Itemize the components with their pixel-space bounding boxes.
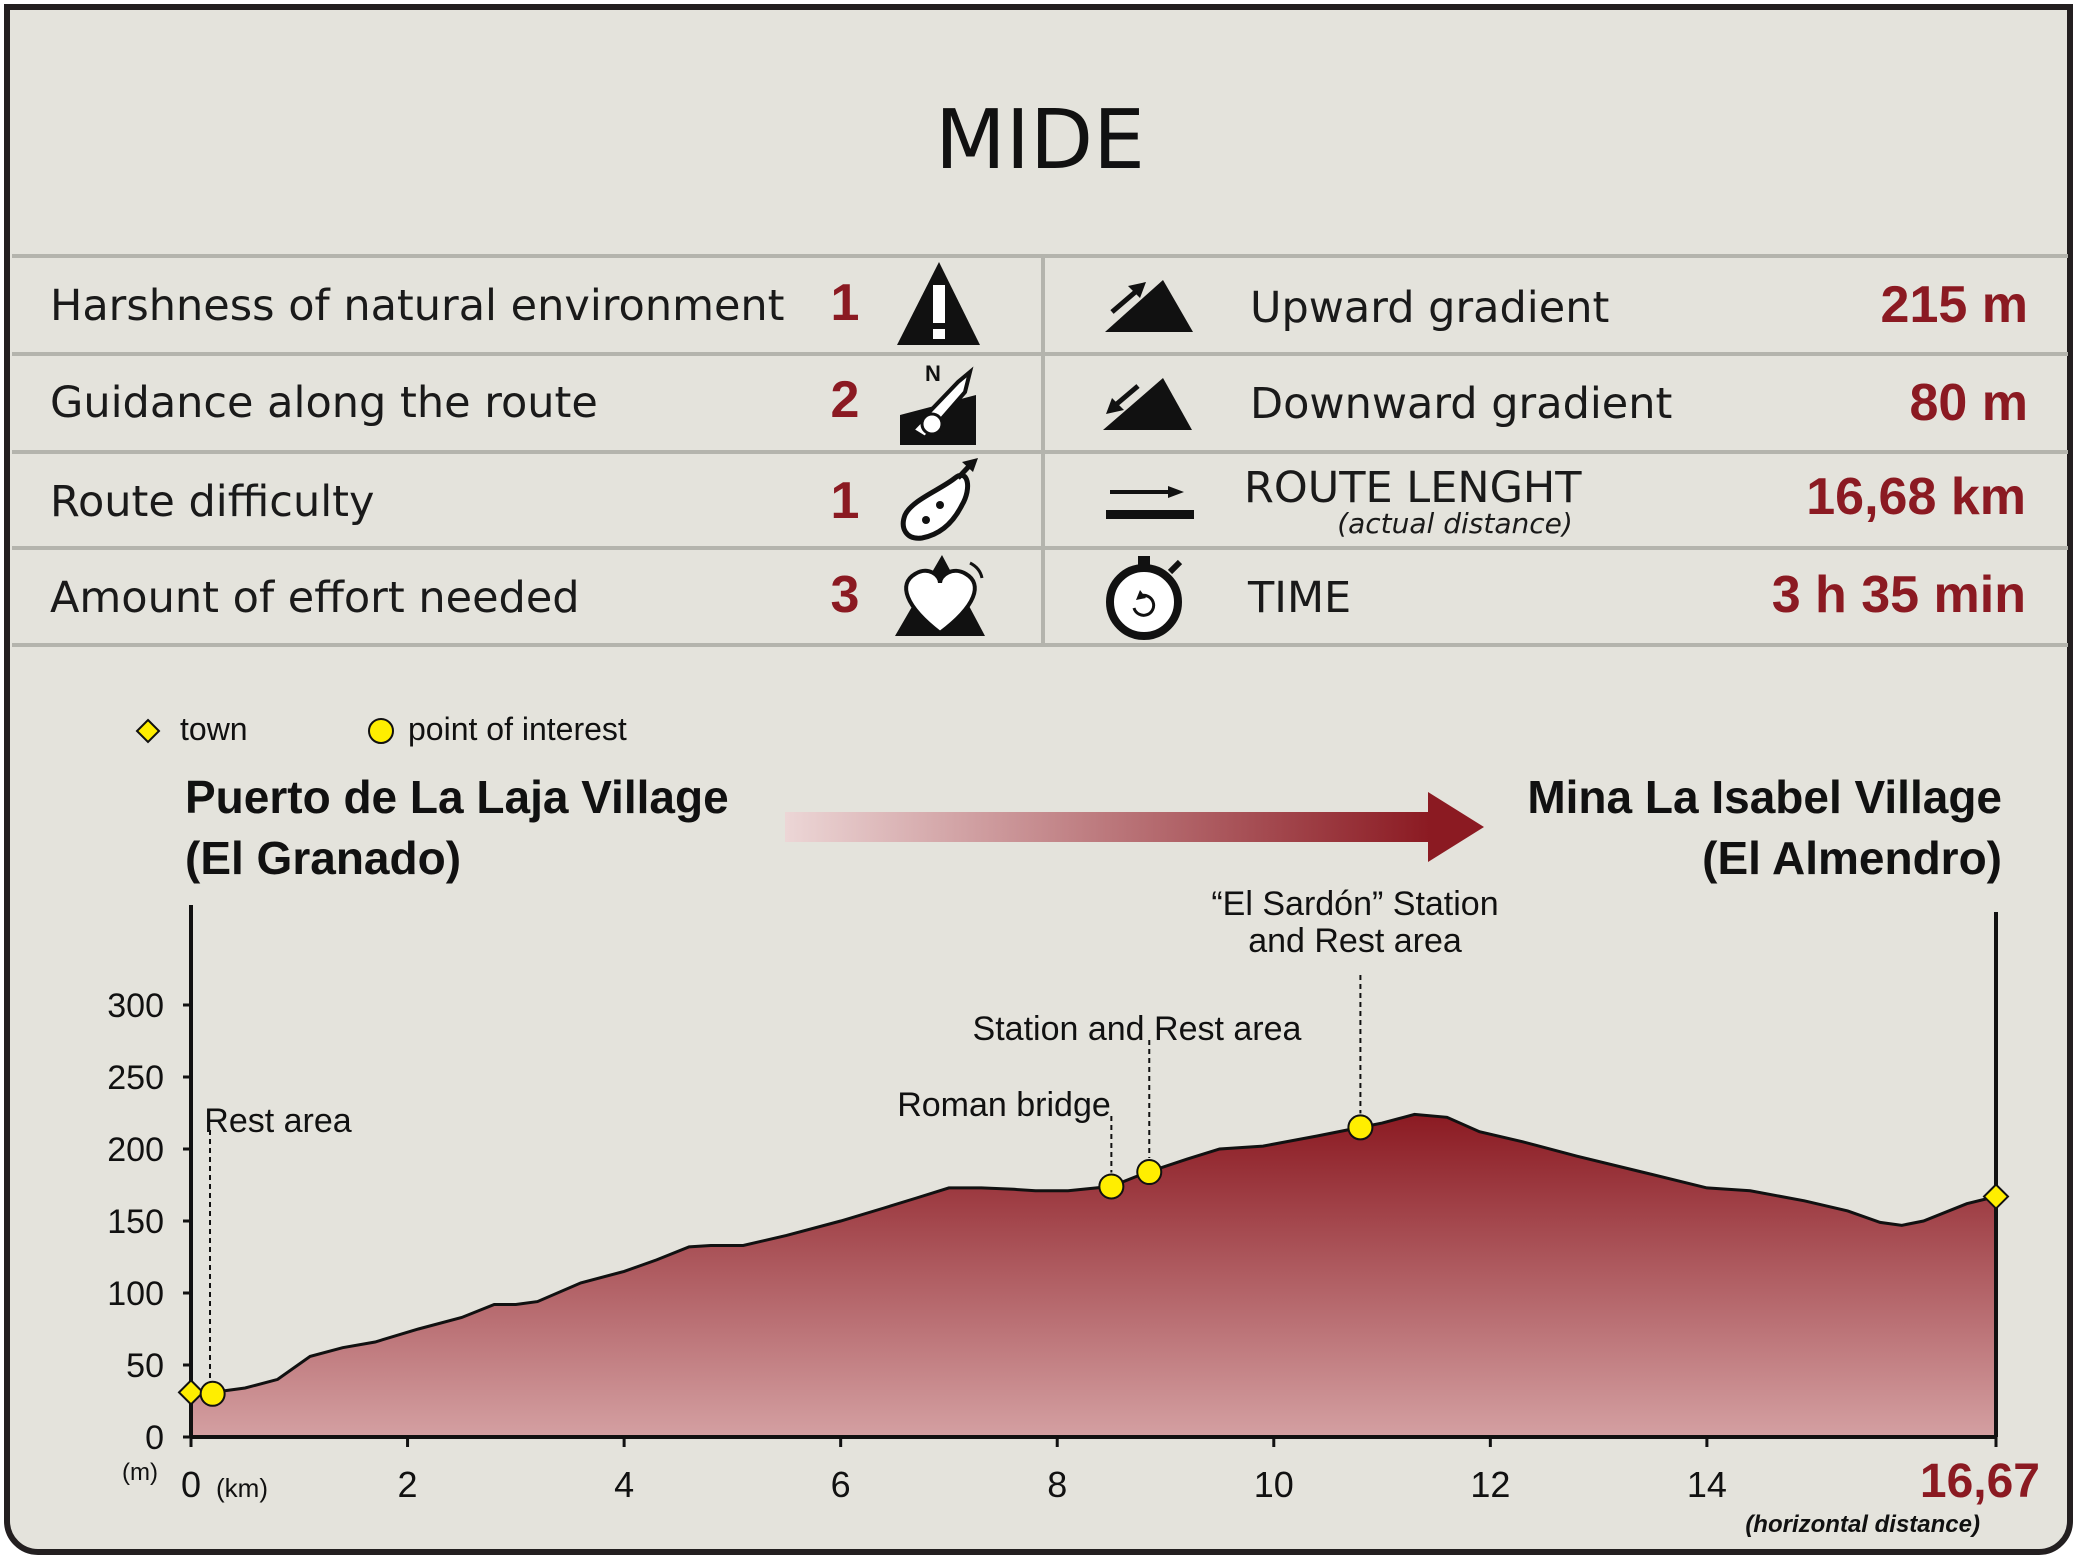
time-label: TIME — [1247, 573, 1351, 623]
town-marker — [177, 1378, 205, 1406]
heart-mountain-icon — [895, 555, 985, 636]
length-value: 16,68 km — [1806, 468, 2026, 526]
x-tick-label: 4 — [614, 1464, 634, 1505]
distance-arrow-icon — [1106, 486, 1194, 519]
stopwatch-icon — [1106, 556, 1183, 640]
elevation-area — [191, 1114, 1996, 1437]
x-tick-label: 0 — [181, 1464, 201, 1505]
x-end-label: 16,67 — [1920, 1455, 2040, 1508]
poi-label: Station and Rest area — [973, 1010, 1302, 1048]
harshness-value: 1 — [831, 274, 860, 332]
x-tick-label: 2 — [398, 1464, 418, 1505]
y-tick-label: 300 — [107, 987, 164, 1025]
route-end-line1: Mina La Isabel Village — [1527, 771, 2002, 823]
difficulty-label: Route difficulty — [50, 477, 374, 527]
mide-left-rows: Harshness of natural environment 1 Guida… — [50, 274, 859, 624]
x-tick-label: 12 — [1470, 1464, 1510, 1505]
svg-text:N: N — [925, 361, 941, 386]
poi-marker — [199, 1380, 226, 1407]
warning-triangle-icon — [897, 262, 980, 345]
route-start-line1: Puerto de La Laja Village — [185, 771, 729, 823]
y-tick-label: 100 — [107, 1275, 164, 1313]
legend: town point of interest — [135, 711, 627, 747]
effort-value: 3 — [831, 566, 860, 624]
harshness-label: Harshness of natural environment — [50, 281, 785, 331]
guidance-value: 2 — [831, 371, 860, 429]
x-unit-label: (km) — [216, 1473, 268, 1503]
town-legend-icon — [135, 718, 161, 744]
guidance-label: Guidance along the route — [50, 378, 598, 428]
length-sublabel: (actual distance) — [1337, 507, 1573, 540]
route-start-line2: (El Granado) — [185, 832, 461, 884]
y-tick-label: 200 — [107, 1131, 164, 1169]
poi-label: “El Sardón” Station — [1211, 885, 1498, 923]
mide-right-rows: Upward gradient 215 m Downward gradient … — [1244, 276, 2028, 624]
x-tick-label: 6 — [831, 1464, 851, 1505]
y-tick-label: 150 — [107, 1203, 164, 1241]
mide-table — [12, 254, 2068, 647]
route-end-line2: (El Almendro) — [1702, 832, 2002, 884]
downward-label: Downward gradient — [1250, 379, 1672, 429]
town-marker — [1982, 1183, 2010, 1210]
time-value: 3 h 35 min — [1772, 566, 2026, 624]
effort-label: Amount of effort needed — [50, 573, 580, 623]
compass-sign-icon: N — [900, 361, 976, 445]
y-tick-label: 250 — [107, 1059, 164, 1097]
footprint-icon — [900, 458, 978, 541]
poi-marker — [1098, 1173, 1125, 1200]
elevation-line — [191, 1112, 1997, 1394]
upward-slope-icon — [1105, 280, 1193, 332]
direction-arrow — [785, 792, 1484, 862]
poi-label: Rest area — [204, 1102, 351, 1140]
poi-marker — [1136, 1159, 1163, 1186]
x-tick-label: 14 — [1687, 1464, 1727, 1505]
difficulty-value: 1 — [831, 472, 860, 530]
x-end-note: (horizontal distance) — [1745, 1511, 1980, 1538]
poi-label: and Rest area — [1248, 922, 1462, 960]
x-tick-label: 10 — [1254, 1464, 1294, 1505]
legend-poi: point of interest — [408, 711, 627, 747]
y-tick-label: 0 — [145, 1419, 164, 1457]
poi-legend-icon — [368, 718, 394, 744]
page-title: MIDE — [935, 93, 1145, 188]
poi-marker — [1347, 1114, 1374, 1141]
downward-slope-icon — [1103, 378, 1192, 430]
y-tick-label: 50 — [126, 1347, 164, 1385]
poi-label: Roman bridge — [897, 1086, 1111, 1124]
upward-value: 215 m — [1881, 276, 2028, 334]
length-label: ROUTE LENGHT — [1244, 463, 1582, 513]
legend-town: town — [180, 711, 248, 747]
x-tick-label: 8 — [1047, 1464, 1067, 1505]
route-header: Puerto de La Laja Village (El Granado) M… — [185, 771, 2002, 884]
upward-label: Upward gradient — [1250, 283, 1609, 333]
downward-value: 80 m — [1909, 374, 2028, 432]
y-unit-label: (m) — [122, 1459, 158, 1486]
